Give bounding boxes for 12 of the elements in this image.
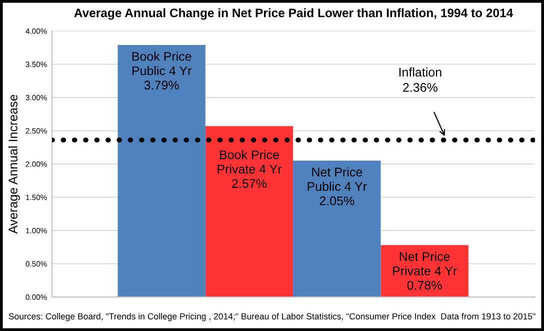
data-label: Net Price Public 4 Yr 2.05%	[308, 167, 367, 206]
data-label: Book Price Public 4 Yr 3.79%	[132, 52, 192, 90]
data-label: Net Price Private 4 Yr 0.78%	[393, 252, 457, 290]
data-label: Book Price Private 4 Yr 2.57%	[218, 150, 282, 188]
bar	[205, 126, 294, 297]
bar	[293, 160, 381, 297]
chart-title: Average Annual Change in Net Price Paid Lower than Inflation, 1994 to 2014	[74, 8, 514, 20]
bar	[380, 245, 468, 297]
bar	[118, 44, 206, 297]
y-axis-title: Average Annual Increase	[8, 94, 20, 234]
source-note: Sources: College Board, "Trends in College Pricing , 2014;" Bureau of Labor Statistics, "Consumer Price Index Data from 1913 to 2015"	[8, 313, 536, 322]
ref-line-label: Inflation 2.36%	[399, 67, 442, 92]
